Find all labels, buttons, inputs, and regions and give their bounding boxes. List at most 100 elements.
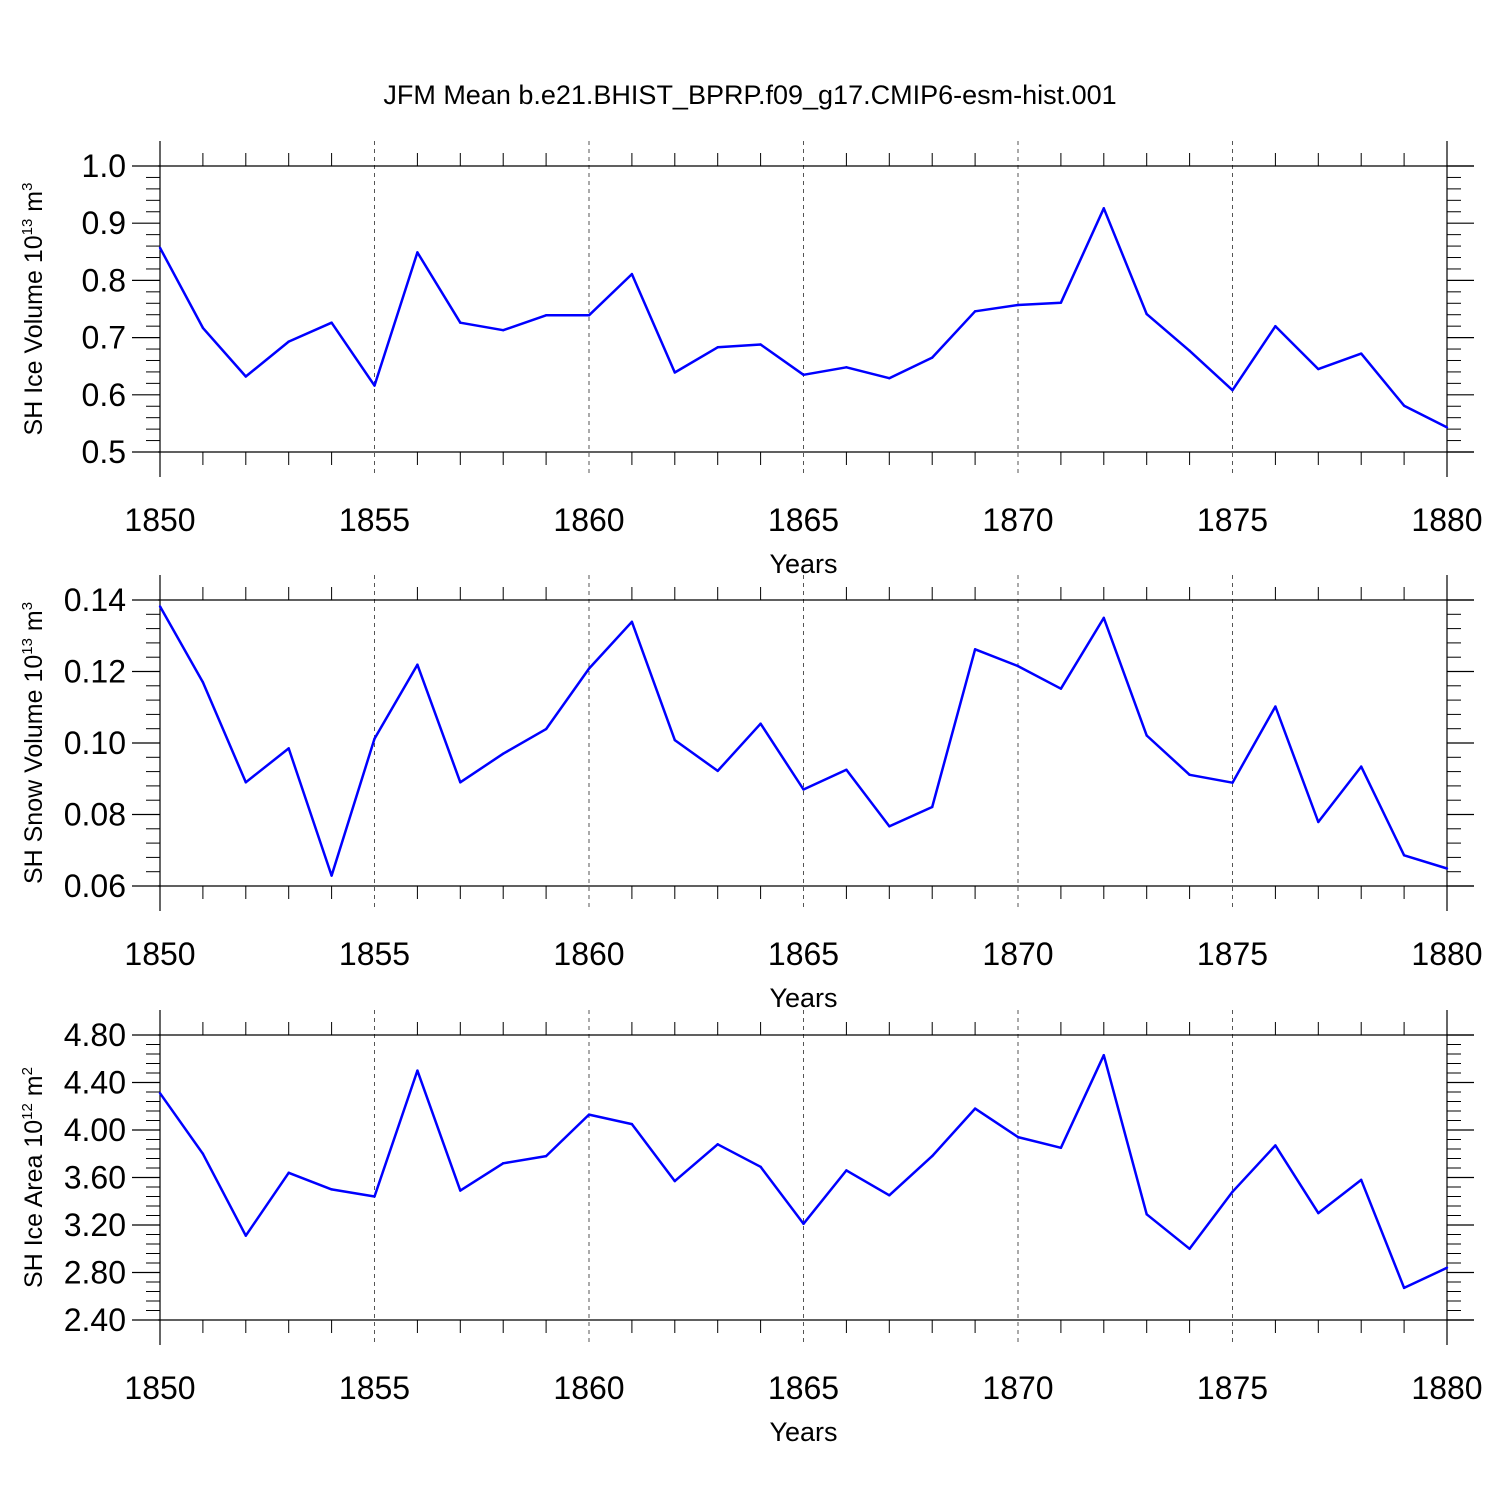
data-point — [716, 1143, 719, 1146]
x-tick-label: 1880 — [1411, 502, 1482, 538]
data-point — [1445, 426, 1449, 429]
data-point — [1360, 1178, 1363, 1182]
data-point — [1188, 1247, 1191, 1250]
data-point — [845, 1169, 848, 1172]
data-point — [1102, 616, 1106, 620]
data-point — [287, 1171, 290, 1174]
data-point — [544, 314, 548, 317]
y-tick-label: 0.08 — [64, 797, 126, 833]
data-point — [845, 768, 848, 772]
y-tick-label: 2.40 — [64, 1302, 126, 1338]
y-axis-label: SH Ice Volume 1013 m3 — [19, 183, 48, 436]
data-point — [931, 805, 934, 809]
data-point — [201, 326, 205, 330]
x-tick-label: 1865 — [768, 502, 839, 538]
y-axis-label: SH Snow Volume 1013 m3 — [19, 602, 48, 884]
x-tick-label: 1875 — [1197, 502, 1268, 538]
data-point — [330, 321, 333, 324]
panels: 0.5 0.6 0.7 0.8 0.9 1.0 1850 1855 1860 1865 1870 18… — [19, 141, 1483, 1447]
panel-2: 0.06 0.08 0.10 0.12 0.14 1850 1855 1860 1865 1870… — [19, 575, 1483, 1013]
data-point — [1016, 664, 1020, 668]
data-point — [1145, 734, 1148, 737]
data-point — [1360, 352, 1363, 355]
x-tick-label: 1855 — [339, 1370, 410, 1406]
data-point — [373, 1195, 376, 1198]
x-tick-label: 1850 — [124, 502, 195, 538]
data-point — [1059, 1146, 1063, 1150]
x-tick-label: 1880 — [1411, 936, 1482, 972]
data-point — [973, 310, 977, 313]
data-point — [630, 1122, 634, 1126]
x-tick-label: 1865 — [768, 936, 839, 972]
data-point — [502, 1162, 505, 1165]
data-point — [1231, 1190, 1234, 1193]
data-point — [1145, 312, 1148, 316]
data-point — [1231, 781, 1234, 784]
data-point — [1188, 349, 1191, 352]
data-point — [673, 738, 676, 742]
data-point — [1402, 854, 1406, 857]
data-point — [158, 1091, 162, 1095]
data-point — [587, 667, 591, 670]
data-point — [544, 727, 548, 731]
y-tick-label: 3.60 — [64, 1160, 126, 1196]
y-tick-label: 0.12 — [64, 654, 126, 690]
x-tick-label: 1850 — [124, 1370, 195, 1406]
data-point — [244, 1234, 247, 1237]
data-point — [502, 328, 505, 332]
data-point — [1317, 367, 1320, 371]
data-point — [416, 251, 419, 254]
x-tick-label: 1870 — [982, 502, 1053, 538]
panel-1: 0.5 0.6 0.7 0.8 0.9 1.0 1850 1855 1860 1865 1870 18… — [19, 141, 1483, 579]
data-point — [759, 1165, 762, 1169]
data-point — [201, 681, 205, 684]
x-tick-label: 1870 — [982, 1370, 1053, 1406]
data-point — [1274, 324, 1277, 328]
data-point — [244, 781, 247, 784]
x-tick-label: 1860 — [553, 502, 624, 538]
data-point — [716, 346, 719, 349]
data-point — [459, 781, 462, 784]
data-point — [973, 1107, 977, 1110]
y-tick-label: 0.8 — [82, 262, 126, 298]
data-point — [888, 1194, 891, 1197]
data-point — [1016, 1135, 1020, 1139]
data-point — [1274, 1144, 1277, 1147]
x-tick-label: 1855 — [339, 502, 410, 538]
data-point — [673, 1179, 676, 1183]
x-axis-label: Years — [769, 983, 837, 1013]
x-tick-label: 1855 — [339, 936, 410, 972]
data-point — [1188, 773, 1191, 777]
x-tick-label: 1875 — [1197, 936, 1268, 972]
data-point — [287, 747, 290, 750]
data-point — [802, 1222, 805, 1226]
data-point — [1402, 404, 1406, 407]
data-point — [1445, 1266, 1449, 1269]
data-point — [1059, 687, 1063, 690]
chart-title: JFM Mean b.e21.BHIST_BPRP.f09_g17.CMIP6-… — [383, 80, 1116, 110]
data-point — [459, 321, 462, 324]
data-point — [158, 246, 162, 249]
data-point — [587, 1113, 591, 1116]
data-point — [1360, 765, 1363, 768]
data-point — [973, 648, 977, 651]
y-tick-label: 0.9 — [82, 205, 126, 241]
data-point — [587, 314, 591, 317]
data-point — [1145, 1213, 1148, 1216]
y-tick-label: 0.10 — [64, 725, 126, 761]
data-point — [544, 1154, 548, 1158]
y-tick-label: 0.6 — [82, 377, 126, 413]
data-point — [630, 272, 634, 276]
y-tick-label: 4.40 — [64, 1065, 126, 1101]
y-tick-label: 0.5 — [82, 434, 126, 470]
data-point — [416, 663, 419, 666]
x-tick-label: 1865 — [768, 1370, 839, 1406]
y-tick-label: 1.0 — [82, 148, 126, 184]
data-point — [459, 1189, 462, 1192]
data-point — [201, 1152, 205, 1155]
data-point — [1317, 1211, 1320, 1215]
data-point — [244, 375, 247, 378]
data-point — [1445, 867, 1449, 870]
data-point — [931, 1154, 934, 1158]
